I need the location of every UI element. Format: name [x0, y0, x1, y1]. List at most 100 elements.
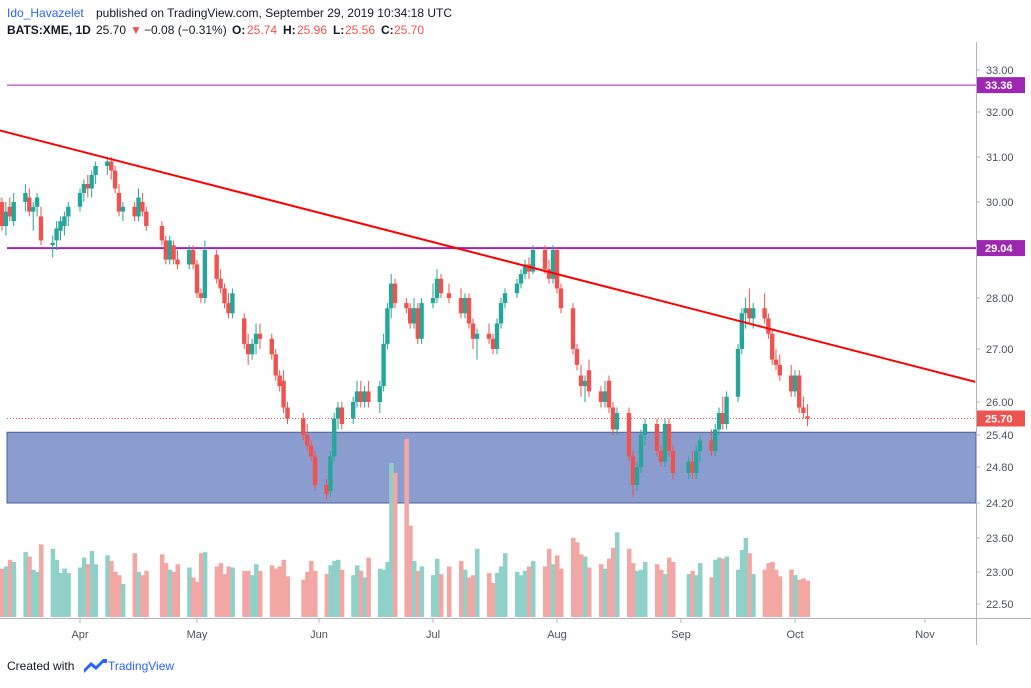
- candle-body: [218, 279, 222, 289]
- candle[interactable]: [627, 408, 631, 462]
- candle-body: [82, 184, 86, 193]
- candle[interactable]: [214, 250, 218, 284]
- candle-body: [23, 193, 27, 202]
- volume-bar: [278, 566, 283, 617]
- candle-body: [559, 288, 563, 308]
- candle[interactable]: [195, 260, 199, 298]
- candle[interactable]: [555, 248, 559, 294]
- candle-body: [583, 381, 587, 386]
- candle-body: [447, 293, 451, 298]
- candle[interactable]: [797, 370, 801, 413]
- candle-body: [381, 344, 385, 386]
- candle[interactable]: [667, 419, 671, 457]
- tradingview-brand[interactable]: TradingView: [108, 659, 174, 673]
- level-price-tag: 33.36: [985, 80, 1013, 92]
- candle-body: [555, 250, 559, 288]
- candle[interactable]: [385, 303, 389, 349]
- candle-body: [378, 386, 382, 402]
- candle[interactable]: [724, 391, 728, 429]
- candle-body: [551, 250, 555, 279]
- volume-bar: [168, 570, 173, 617]
- candle[interactable]: [571, 303, 575, 354]
- candle-body: [797, 376, 801, 408]
- volume-bar: [663, 574, 668, 617]
- volume-bar: [55, 560, 60, 617]
- volume-bar: [611, 548, 616, 617]
- volume-bar: [495, 573, 500, 617]
- candle-body: [495, 324, 499, 350]
- candle[interactable]: [740, 308, 744, 354]
- candle[interactable]: [0, 198, 4, 231]
- candle[interactable]: [242, 313, 246, 349]
- candle[interactable]: [328, 451, 332, 497]
- candle-body: [611, 408, 615, 430]
- candle-body: [389, 284, 393, 309]
- volume-bar: [527, 566, 532, 617]
- time-tick-label: Jul: [426, 629, 440, 641]
- candle[interactable]: [607, 376, 611, 414]
- candle-body: [717, 413, 721, 430]
- candle-body: [499, 303, 503, 323]
- volume-bar: [109, 561, 114, 617]
- candle[interactable]: [551, 245, 555, 283]
- volume-bar: [463, 570, 468, 617]
- candle[interactable]: [736, 344, 740, 402]
- candle-body: [214, 255, 218, 279]
- price-tick-label: 33.00: [986, 65, 1014, 77]
- volume-bar: [439, 574, 444, 617]
- volume-bar: [519, 575, 524, 617]
- publisher-name[interactable]: Ido_Havazelet: [7, 6, 84, 20]
- volume-bar: [607, 559, 612, 617]
- candle[interactable]: [419, 298, 423, 344]
- candle-body: [439, 279, 443, 293]
- volume-bar: [219, 563, 224, 617]
- candle-body: [762, 308, 766, 318]
- open-value: 25.74: [247, 23, 277, 37]
- volume-bar: [393, 473, 398, 617]
- candle[interactable]: [313, 451, 317, 491]
- candle[interactable]: [770, 329, 774, 365]
- candle-body: [459, 298, 463, 313]
- candle[interactable]: [495, 318, 499, 354]
- candle[interactable]: [332, 413, 336, 462]
- volume-bar: [313, 571, 318, 617]
- volume-bar: [250, 575, 255, 617]
- volume-bar: [671, 562, 676, 617]
- candle-body: [254, 334, 258, 344]
- volume-bar: [575, 542, 580, 617]
- candle-body: [743, 308, 747, 313]
- candle-body: [607, 381, 611, 408]
- candle-body: [86, 184, 90, 189]
- volume-bar: [340, 570, 345, 617]
- candle-body: [747, 308, 751, 318]
- volume-bar: [431, 575, 436, 617]
- candle-body: [404, 303, 408, 308]
- volume-bar: [547, 549, 552, 617]
- candle-body: [301, 419, 305, 436]
- price-tick-label: 23.00: [986, 567, 1014, 579]
- candle-body: [686, 462, 690, 473]
- candle[interactable]: [639, 430, 643, 474]
- candle[interactable]: [663, 419, 667, 468]
- candle-body: [419, 303, 423, 339]
- candle-body: [721, 413, 725, 424]
- candle-body: [491, 339, 495, 349]
- support-zone[interactable]: [7, 432, 976, 503]
- candle-body: [281, 381, 285, 408]
- candle-body: [475, 334, 479, 339]
- candle[interactable]: [655, 419, 659, 457]
- candle[interactable]: [416, 303, 420, 344]
- candle[interactable]: [467, 293, 471, 328]
- volume-bar: [503, 553, 508, 617]
- volume-bar: [226, 566, 231, 617]
- candle-body: [667, 424, 671, 451]
- candle-body: [515, 284, 519, 294]
- volume-bar: [551, 564, 556, 617]
- candle-body: [655, 424, 659, 451]
- volume-bar: [215, 566, 220, 617]
- candle-body: [793, 376, 797, 392]
- price-tick-label: 25.40: [986, 430, 1014, 442]
- volume-bar: [523, 571, 528, 617]
- volume-bar: [230, 568, 235, 618]
- candle-body: [27, 198, 31, 212]
